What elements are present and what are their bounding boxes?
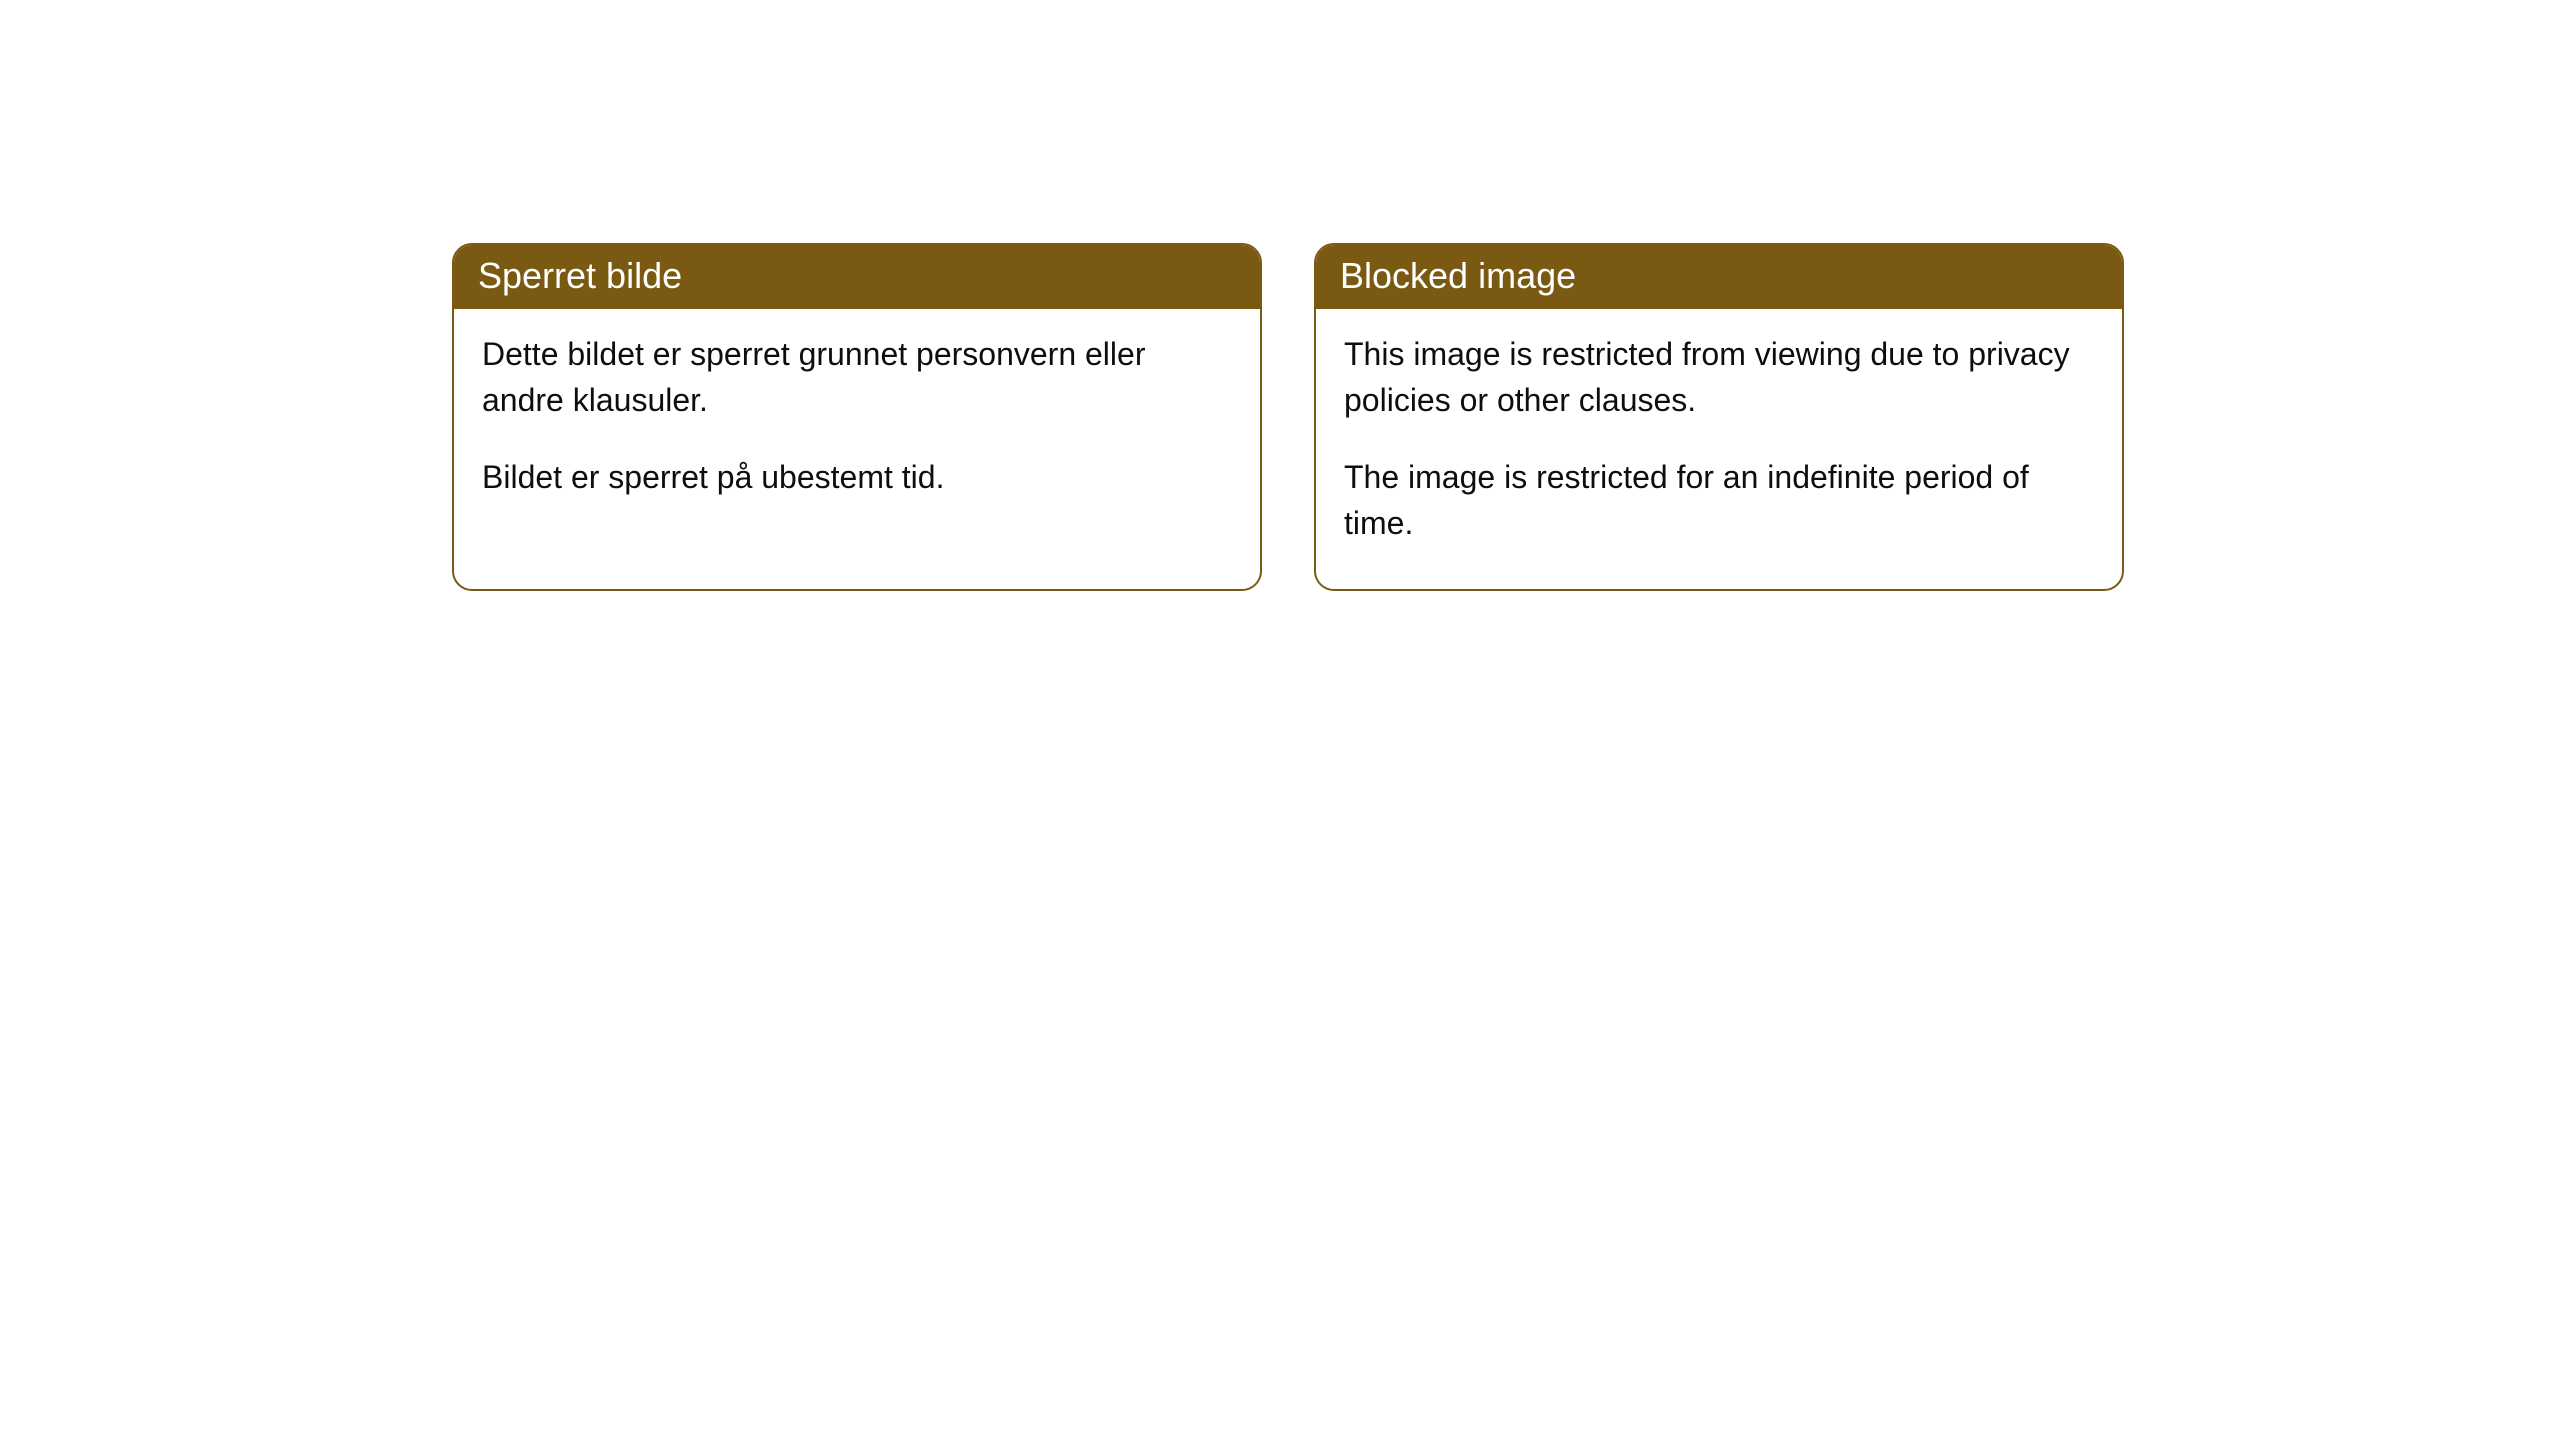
card-text-line2: Bildet er sperret på ubestemt tid. — [482, 454, 1232, 500]
card-body: This image is restricted from viewing du… — [1316, 309, 2122, 589]
notice-card-english: Blocked image This image is restricted f… — [1314, 243, 2124, 591]
card-title: Sperret bilde — [478, 255, 682, 296]
card-body: Dette bildet er sperret grunnet personve… — [454, 309, 1260, 542]
card-text-line1: Dette bildet er sperret grunnet personve… — [482, 331, 1232, 424]
card-text-line2: The image is restricted for an indefinit… — [1344, 454, 2094, 547]
notice-card-norwegian: Sperret bilde Dette bildet er sperret gr… — [452, 243, 1262, 591]
card-header: Blocked image — [1316, 245, 2122, 309]
card-title: Blocked image — [1340, 255, 1576, 296]
card-header: Sperret bilde — [454, 245, 1260, 309]
card-text-line1: This image is restricted from viewing du… — [1344, 331, 2094, 424]
notice-container: Sperret bilde Dette bildet er sperret gr… — [452, 243, 2124, 591]
